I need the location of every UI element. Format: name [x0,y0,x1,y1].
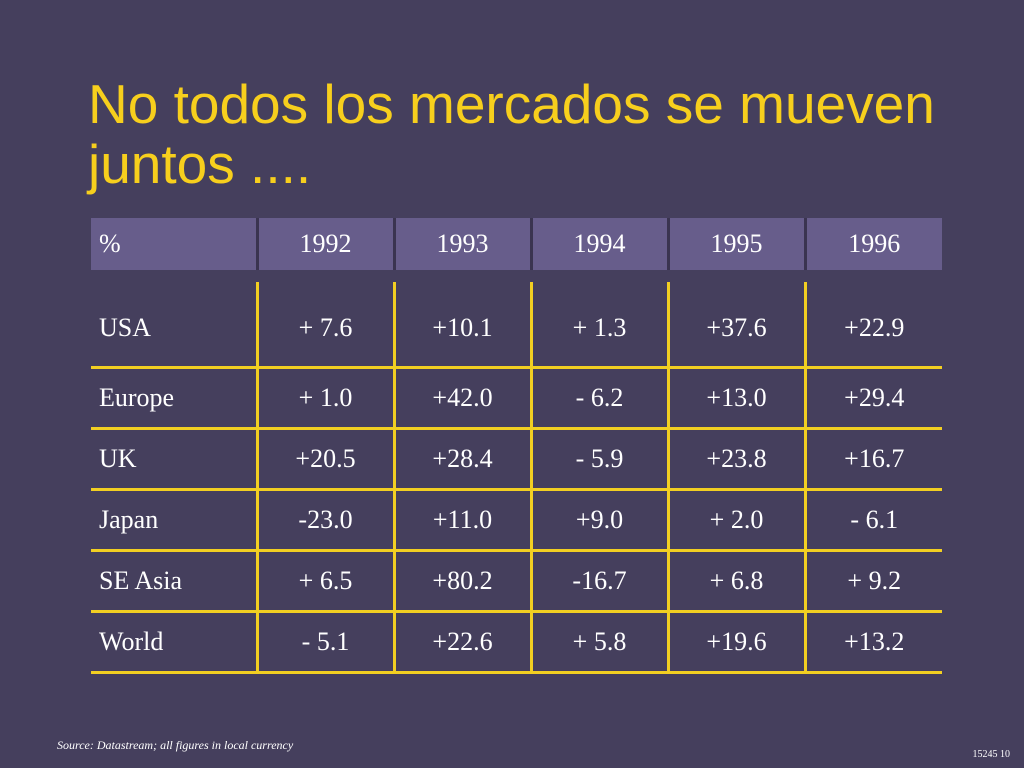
table-row: Europe + 1.0 +42.0 - 6.2 +13.0 +29.4 [91,367,942,430]
header-corner-cell: % [91,218,257,270]
row-label: Europe [91,367,257,430]
table-cell: +10.1 [392,282,531,369]
table-cell: +19.6 [666,611,805,674]
table-row: Japan -23.0 +11.0 +9.0 + 2.0 - 6.1 [91,489,942,552]
table-cell: + 5.8 [529,611,668,674]
table-cell: +20.5 [255,428,394,491]
table-cell: -16.7 [529,550,668,613]
table-cell: + 9.2 [803,550,942,613]
table-cell: + 7.6 [255,282,394,369]
row-label: USA [91,282,257,369]
table-cell: +42.0 [392,367,531,430]
row-label: World [91,611,257,674]
source-footnote: Source: Datastream; all figures in local… [57,738,294,752]
header-year-cell: 1992 [255,218,394,270]
slide-title: No todos los mercados se mueven juntos .… [88,73,935,195]
table-row: USA + 7.6 +10.1 + 1.3 +37.6 +22.9 [91,282,942,369]
table-cell: - 6.1 [803,489,942,552]
table-cell: + 1.3 [529,282,668,369]
row-label: Japan [91,489,257,552]
table-cell: + 1.0 [255,367,394,430]
table-row: UK +20.5 +28.4 - 5.9 +23.8 +16.7 [91,428,942,491]
table-cell: + 6.8 [666,550,805,613]
table-cell: - 5.9 [529,428,668,491]
table-cell: +28.4 [392,428,531,491]
table-cell: - 6.2 [529,367,668,430]
table-cell: + 2.0 [666,489,805,552]
market-returns-table-container: % 1992 1993 1994 1995 1996 USA + 7.6 +10… [91,218,942,674]
market-returns-table: % 1992 1993 1994 1995 1996 USA + 7.6 +10… [91,218,942,674]
table-cell: +29.4 [803,367,942,430]
table-cell: +23.8 [666,428,805,491]
header-year-cell: 1995 [666,218,805,270]
page-number: 15245 10 [972,749,1011,760]
table-cell: +13.0 [666,367,805,430]
table-row: SE Asia + 6.5 +80.2 -16.7 + 6.8 + 9.2 [91,550,942,613]
table-cell: +80.2 [392,550,531,613]
table-cell: +9.0 [529,489,668,552]
header-spacer [91,270,942,282]
table-cell: +13.2 [803,611,942,674]
table-cell: + 6.5 [255,550,394,613]
table-header-row: % 1992 1993 1994 1995 1996 [91,218,942,270]
table-cell: - 5.1 [255,611,394,674]
header-year-cell: 1994 [529,218,668,270]
row-label: SE Asia [91,550,257,613]
table-cell: +11.0 [392,489,531,552]
header-year-cell: 1993 [392,218,531,270]
row-label: UK [91,428,257,491]
table-row: World - 5.1 +22.6 + 5.8 +19.6 +13.2 [91,611,942,674]
table-cell: +37.6 [666,282,805,369]
table-cell: +22.6 [392,611,531,674]
header-year-cell: 1996 [803,218,942,270]
table-cell: +22.9 [803,282,942,369]
table-cell: -23.0 [255,489,394,552]
table-cell: +16.7 [803,428,942,491]
